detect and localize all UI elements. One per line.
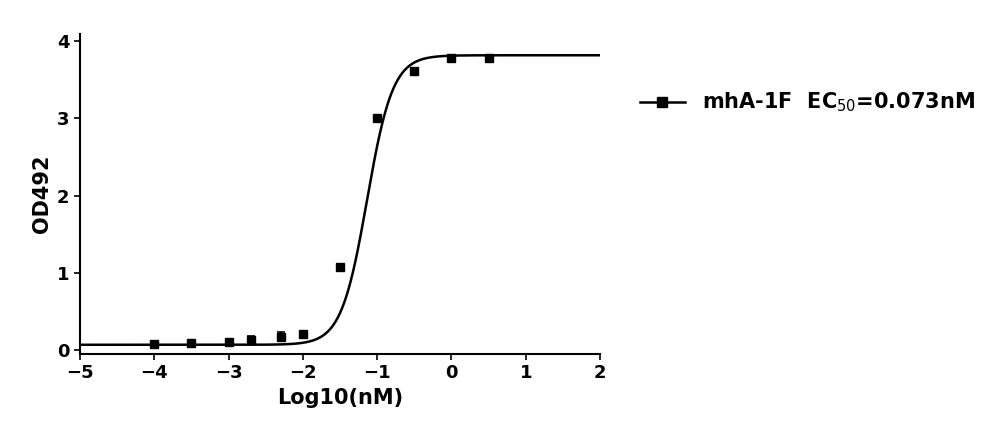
X-axis label: Log10(nM): Log10(nM)	[277, 388, 403, 408]
Y-axis label: OD492: OD492	[32, 155, 52, 233]
Legend: mhA-1F  EC$_{50}$=0.073nM: mhA-1F EC$_{50}$=0.073nM	[631, 83, 983, 123]
